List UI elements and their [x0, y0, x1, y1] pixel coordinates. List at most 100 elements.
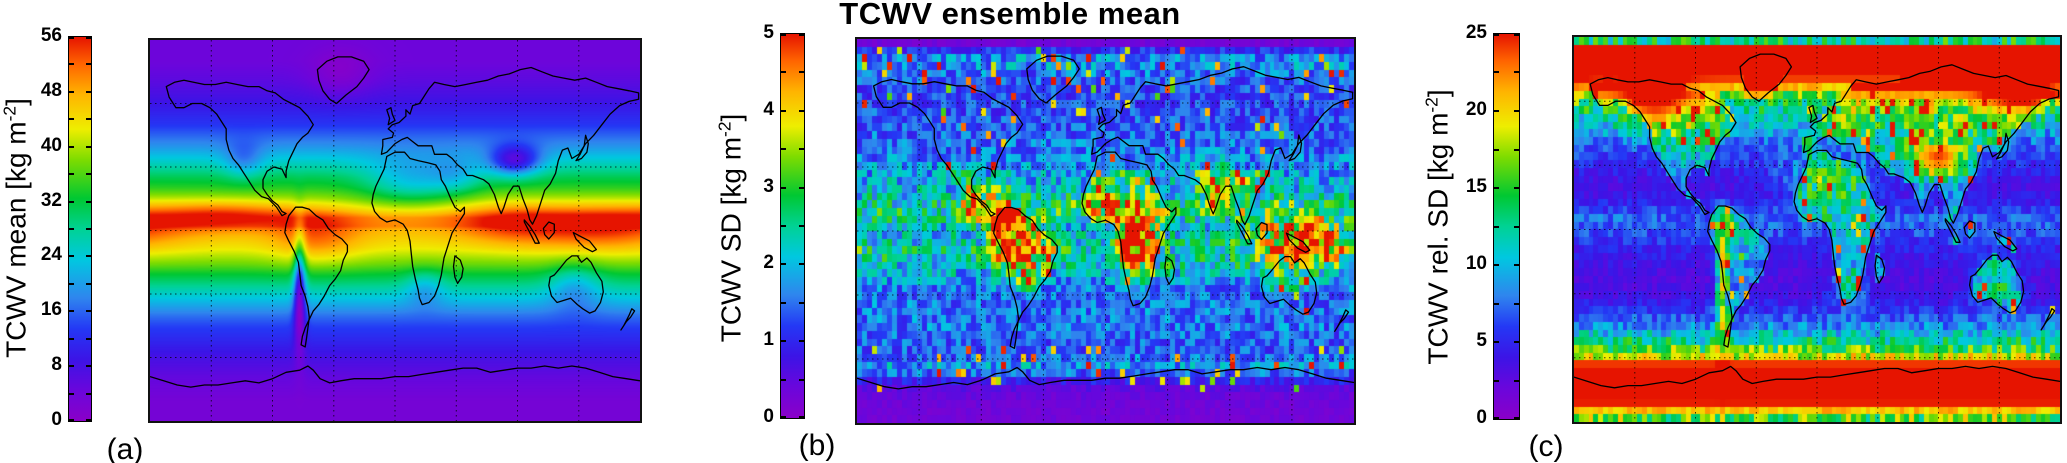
colorbar-tick-mark: [799, 187, 804, 189]
coastline-outline: [1164, 255, 1176, 285]
colorbar-tick-mark: [86, 283, 91, 285]
colorbar-tick-label: 2: [763, 252, 774, 274]
colorbar-tick-label: 3: [763, 175, 774, 197]
coastline-outline: [575, 134, 589, 162]
coastline-outline: [1288, 134, 1303, 162]
colorbar-tick-mark: [1494, 417, 1499, 419]
colorbar-tick-label: 20: [1465, 99, 1487, 120]
coastline-outline: [1260, 255, 1318, 315]
colorbar-tick-mark: [69, 146, 74, 148]
colorbar-tick-mark: [86, 419, 91, 421]
colorbar-tick-label: 40: [40, 134, 62, 156]
colorbar-tick-mark: [1494, 303, 1499, 305]
coastline-outline: [1589, 76, 1737, 216]
colorbar-a: [68, 36, 92, 422]
colorbar-tick-mark: [781, 263, 786, 265]
colorbar-tick-label: 56: [40, 25, 62, 46]
coastline-outline: [452, 255, 464, 285]
map-overlay-a: [150, 40, 640, 421]
ylabel-a-text: TCWV mean [kg m: [0, 121, 32, 358]
map-c-tcwv-rel-sd: [1572, 35, 2062, 424]
coastline-outline: [1963, 220, 1976, 239]
colorbar-tick-mark: [781, 71, 786, 73]
ylabel-a-superscript: -2: [0, 105, 20, 122]
coastline-outline: [150, 365, 640, 388]
coastline-outline: [1707, 205, 1771, 348]
colorbar-tick-label: 32: [40, 189, 62, 211]
colorbar-tick-mark: [799, 416, 804, 418]
colorbar-tick-mark: [1514, 417, 1519, 419]
colorbar-tick-mark: [1494, 187, 1499, 189]
coastline-outline: [371, 151, 466, 306]
colorbar-tick-label: 5: [763, 22, 774, 43]
colorbar-tick-mark: [69, 91, 74, 93]
coastline-outline: [1995, 132, 2010, 160]
colorbar-tick-mark: [86, 37, 91, 39]
colorbar-tick-mark: [69, 37, 74, 39]
coastline-outline: [1808, 104, 1818, 124]
colorbar-tick-mark: [86, 255, 91, 257]
panel-letter-b: (b): [798, 429, 836, 462]
colorbar-tick-label: 15: [1465, 176, 1487, 197]
coastline-outline: [1874, 254, 1886, 284]
colorbar-tick-mark: [86, 228, 91, 230]
colorbar-tick-mark: [1494, 264, 1499, 266]
map-b-tcwv-sd: [855, 37, 1356, 425]
colorbar-tick-mark: [781, 110, 786, 112]
coastline-outline: [1968, 254, 2025, 314]
colorbar-tick-label: 8: [51, 354, 62, 376]
coastline-outline: [1026, 55, 1080, 104]
colorbar-tick-mark: [69, 283, 74, 285]
colorbar-tick-mark: [1514, 303, 1519, 305]
colorbar-tick-mark: [1514, 380, 1519, 382]
colorbar-tick-label: 0: [51, 409, 62, 430]
colorbar-tick-mark: [799, 110, 804, 112]
colorbar-tick-mark: [781, 34, 786, 36]
coastline-outline: [1081, 151, 1177, 307]
colorbar-tick-mark: [86, 118, 91, 120]
colorbar-tick-mark: [1494, 34, 1499, 36]
colorbar-tick-mark: [1514, 71, 1519, 73]
coastline-outline: [1096, 106, 1107, 125]
colorbar-tick-mark: [1514, 110, 1519, 112]
coastline-outline: [284, 206, 349, 348]
map-overlay-c: [1574, 37, 2060, 422]
graticule-lines: [150, 40, 640, 421]
coastline-outline: [1993, 230, 2018, 252]
colorbar-tick-mark: [86, 91, 91, 93]
colorbar-tick-label: 16: [40, 299, 62, 321]
colorbar-tick-mark: [1514, 264, 1519, 266]
colorbar-tick-mark: [69, 393, 74, 395]
colorbar-tick-label: 0: [763, 406, 774, 427]
colorbar-tick-mark: [799, 71, 804, 73]
ylabel-c-text: TCWV rel. SD [kg m: [1422, 112, 1454, 365]
coastline-outline: [572, 231, 598, 253]
colorbar-tick-mark: [86, 63, 91, 65]
coastline-outline: [1334, 309, 1350, 332]
colorbar-tick-mark: [86, 365, 91, 367]
colorbar-tick-mark: [1514, 34, 1519, 36]
coastline-outline: [1574, 365, 2060, 389]
colorbar-tick-mark: [69, 173, 74, 175]
colorbar-tick-mark: [799, 148, 804, 150]
colorbar-tick-mark: [69, 365, 74, 367]
coastline-outline: [857, 366, 1354, 390]
coastline-outline: [1236, 219, 1253, 245]
colorbar-tick-mark: [1494, 226, 1499, 228]
colorbar-b: [780, 33, 805, 419]
colorbar-c: [1493, 33, 1520, 420]
colorbar-tick-mark: [1514, 341, 1519, 343]
colorbar-tick-mark: [799, 263, 804, 265]
coastline-outline: [872, 78, 1024, 217]
coastline-outline: [1285, 232, 1311, 253]
coastline-outline: [386, 107, 396, 126]
ylabel-b-text: TCWV SD [kg m: [715, 136, 747, 343]
colorbar-tick-mark: [69, 118, 74, 120]
colorbar-tick-mark: [781, 148, 786, 150]
coastline-outline: [380, 66, 640, 225]
colorbar-tick-mark: [799, 225, 804, 227]
colorbar-tick-mark: [86, 146, 91, 148]
map-a-tcwv-mean: [148, 38, 642, 423]
colorbar-tick-mark: [799, 302, 804, 304]
